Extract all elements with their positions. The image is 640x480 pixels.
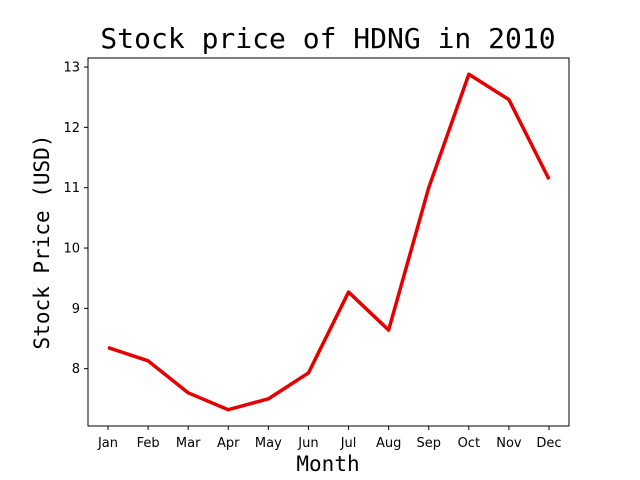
y-tick-label: 12 <box>63 121 80 136</box>
x-tick-label: Oct <box>458 436 480 451</box>
y-tick-label: 8 <box>72 362 80 377</box>
x-tick-label: Mar <box>176 436 201 451</box>
chart-title: Stock price of HDNG in 2010 <box>100 22 555 55</box>
x-tick-label: Feb <box>137 436 160 451</box>
series-line <box>107 72 551 412</box>
plot-frame <box>87 57 570 427</box>
y-axis: 8 9 10 11 12 13 <box>63 61 88 377</box>
x-tick-label: Apr <box>217 436 240 451</box>
x-axis-label: Month <box>296 452 359 476</box>
x-tick-label: Dec <box>536 436 561 451</box>
y-tick-label: 9 <box>72 302 80 317</box>
x-tick-label: Jan <box>97 436 118 451</box>
y-tick-label: 11 <box>63 181 80 196</box>
y-tick-label: 13 <box>63 61 80 76</box>
x-tick-label: Nov <box>496 436 522 451</box>
x-tick-label: Aug <box>376 436 401 451</box>
y-tick-label: 10 <box>63 242 80 257</box>
x-tick-label: May <box>255 436 282 451</box>
x-tick-label: Sep <box>416 436 441 451</box>
y-axis-label: Stock Price (USD) <box>30 135 54 350</box>
x-tick-label: Jul <box>340 436 357 451</box>
x-axis: Jan Feb Mar Apr May Jun Jul Aug Sep Oct Nov Dec <box>97 426 562 451</box>
x-tick-label: Jun <box>297 436 318 451</box>
